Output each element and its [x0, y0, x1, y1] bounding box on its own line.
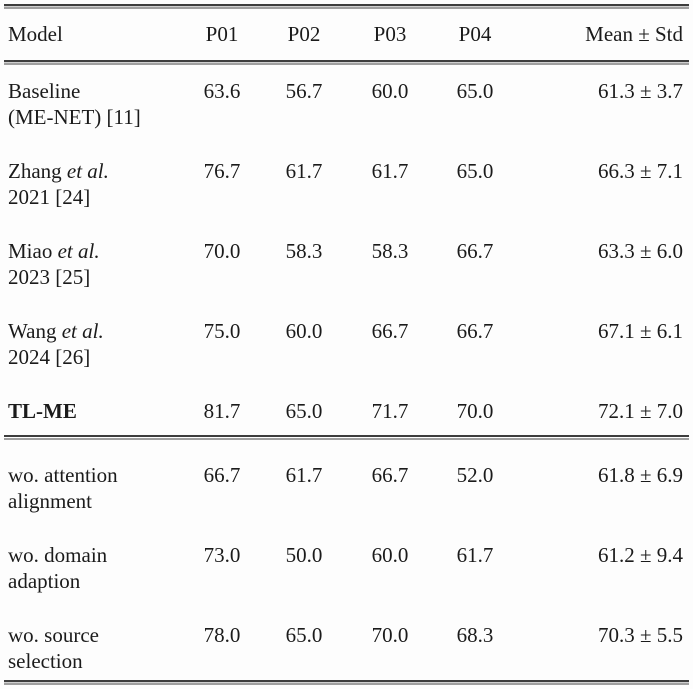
- top-rule: [4, 4, 689, 9]
- p01-cell: 75.0: [203, 319, 241, 343]
- p02-cell: 58.3: [285, 239, 323, 263]
- p02-cell: 61.7: [285, 463, 323, 487]
- table-row: Baseline (ME-NET) [11] 63.6 56.7 60.0 65…: [0, 65, 693, 145]
- p01-cell: 70.0: [203, 239, 241, 263]
- table-header-row: Model P01 P02 P03 P04 Mean ± Std: [0, 9, 693, 60]
- mean-cell: 63.3 ± 6.0: [597, 239, 683, 263]
- table-row: wo. attention alignment 66.7 61.7 66.7 5…: [0, 440, 693, 520]
- p03-cell: 60.0: [371, 543, 409, 567]
- p02-cell: 50.0: [285, 543, 323, 567]
- header-p03: P03: [373, 22, 407, 46]
- model-line2: 2024 [26]: [8, 345, 91, 369]
- etal-text: et al.: [66, 159, 109, 183]
- p04-cell: 70.0: [456, 399, 494, 423]
- p01-cell: 78.0: [203, 623, 241, 647]
- p02-cell: 56.7: [285, 79, 323, 103]
- model-line2: selection: [8, 649, 83, 673]
- model-name: TL-ME: [8, 399, 77, 423]
- p04-cell: 52.0: [456, 463, 494, 487]
- model-cell: Baseline (ME-NET) [11]: [8, 78, 183, 130]
- model-name: wo. domain: [8, 543, 108, 567]
- section-rule: [4, 435, 689, 440]
- p02-cell: 65.0: [285, 623, 323, 647]
- p04-cell: 61.7: [456, 543, 494, 567]
- p01-cell: 81.7: [203, 399, 241, 423]
- header-mean-std: Mean ± Std: [585, 22, 683, 46]
- model-line2: (ME-NET) [11]: [8, 105, 141, 129]
- header-rule: [4, 60, 689, 65]
- model-cell: TL-ME: [8, 398, 183, 424]
- model-name: Wang et al.: [8, 319, 104, 343]
- p03-cell: 71.7: [371, 399, 409, 423]
- model-cell: wo. attention alignment: [8, 462, 183, 514]
- model-name: Zhang et al.: [8, 159, 109, 183]
- p02-cell: 61.7: [285, 159, 323, 183]
- header-p01: P01: [205, 22, 239, 46]
- header-model: Model: [8, 22, 63, 46]
- model-cell: wo. source selection: [8, 622, 183, 674]
- table-row: Miao et al. 2023 [25] 70.0 58.3 58.3 66.…: [0, 225, 693, 305]
- mean-cell: 61.3 ± 3.7: [597, 79, 683, 103]
- bottom-rule: [4, 680, 689, 685]
- model-name: Miao et al.: [8, 239, 100, 263]
- p02-cell: 60.0: [285, 319, 323, 343]
- table-row: wo. domain adaption 73.0 50.0 60.0 61.7 …: [0, 520, 693, 600]
- mean-cell: 67.1 ± 6.1: [597, 319, 683, 343]
- p03-cell: 66.7: [371, 463, 409, 487]
- model-cell: Wang et al. 2024 [26]: [8, 318, 183, 370]
- table-row: wo. source selection 78.0 65.0 70.0 68.3…: [0, 600, 693, 680]
- mean-cell: 72.1 ± 7.0: [597, 399, 683, 423]
- p03-cell: 61.7: [371, 159, 409, 183]
- p04-cell: 66.7: [456, 239, 494, 263]
- model-cell: Miao et al. 2023 [25]: [8, 238, 183, 290]
- model-name: wo. source: [8, 623, 99, 647]
- p02-cell: 65.0: [285, 399, 323, 423]
- header-p02: P02: [287, 22, 321, 46]
- model-line2: 2021 [24]: [8, 185, 91, 209]
- p03-cell: 60.0: [371, 79, 409, 103]
- p04-cell: 68.3: [456, 623, 494, 647]
- etal-text: et al.: [57, 239, 100, 263]
- model-cell: wo. domain adaption: [8, 542, 183, 594]
- p01-cell: 63.6: [203, 79, 241, 103]
- p01-cell: 66.7: [203, 463, 241, 487]
- header-p04: P04: [458, 22, 492, 46]
- mean-cell: 61.2 ± 9.4: [597, 543, 683, 567]
- p03-cell: 58.3: [371, 239, 409, 263]
- mean-cell: 66.3 ± 7.1: [597, 159, 683, 183]
- table-row-tl-me: TL-ME 81.7 65.0 71.7 70.0 72.1 ± 7.0: [0, 385, 693, 435]
- mean-cell: 61.8 ± 6.9: [597, 463, 683, 487]
- model-line2: alignment: [8, 489, 92, 513]
- p04-cell: 65.0: [456, 159, 494, 183]
- p01-cell: 76.7: [203, 159, 241, 183]
- etal-text: et al.: [61, 319, 104, 343]
- table-row: Zhang et al. 2021 [24] 76.7 61.7 61.7 65…: [0, 145, 693, 225]
- p03-cell: 66.7: [371, 319, 409, 343]
- model-name: wo. attention: [8, 463, 118, 487]
- model-name: Baseline: [8, 79, 81, 103]
- model-line2: adaption: [8, 569, 81, 593]
- model-cell: Zhang et al. 2021 [24]: [8, 158, 183, 210]
- table-row: Wang et al. 2024 [26] 75.0 60.0 66.7 66.…: [0, 305, 693, 385]
- model-line2: 2023 [25]: [8, 265, 91, 289]
- p04-cell: 66.7: [456, 319, 494, 343]
- p03-cell: 70.0: [371, 623, 409, 647]
- p01-cell: 73.0: [203, 543, 241, 567]
- mean-cell: 70.3 ± 5.5: [597, 623, 683, 647]
- p04-cell: 65.0: [456, 79, 494, 103]
